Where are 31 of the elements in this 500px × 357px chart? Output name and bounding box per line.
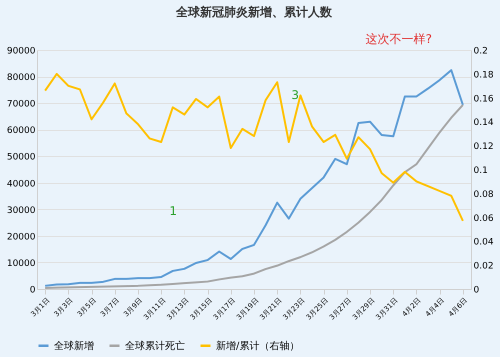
annotation: 3 <box>291 88 299 102</box>
legend-label: 新增/累计（右轴） <box>216 340 300 352</box>
y-tick-label: 40000 <box>6 179 36 190</box>
line-series <box>44 72 464 222</box>
y2-tick-label: 0.1 <box>474 166 488 176</box>
y2-tick-label: 0.14 <box>474 118 494 128</box>
annotation: 1 <box>169 204 177 218</box>
line-series <box>44 69 464 287</box>
y-tick-label: 30000 <box>6 206 36 216</box>
y-tick-label: 10000 <box>6 258 36 269</box>
y-tick-label: 90000 <box>6 46 36 56</box>
y2-tick-label: 0.2 <box>474 46 488 56</box>
legend-label: 全球累计死亡 <box>125 340 185 352</box>
y-tick-label: 50000 <box>6 152 36 163</box>
y-tick-label: 60000 <box>6 126 36 136</box>
y-tick-label: 20000 <box>6 232 36 242</box>
y-tick-label: 0 <box>30 286 36 296</box>
y2-tick-label: 0.06 <box>474 214 494 224</box>
y2-tick-label: 0.12 <box>474 142 494 152</box>
y2-tick-label: 0.18 <box>474 70 494 80</box>
y-tick-label: 80000 <box>6 73 36 84</box>
y2-tick-label: 0.02 <box>474 262 494 272</box>
legend-label: 全球新增 <box>54 340 94 352</box>
chart-title: 全球新冠肺炎新增、累计人数 <box>175 5 333 19</box>
y-tick-label: 70000 <box>6 100 36 110</box>
y2-tick-label: 0 <box>474 286 480 296</box>
text: 这次不一样? <box>366 32 432 46</box>
y2-tick-label: 0.08 <box>474 190 494 200</box>
y2-tick-label: 0.04 <box>474 238 494 248</box>
y2-tick-label: 0.16 <box>474 94 494 104</box>
line-series <box>44 104 464 289</box>
